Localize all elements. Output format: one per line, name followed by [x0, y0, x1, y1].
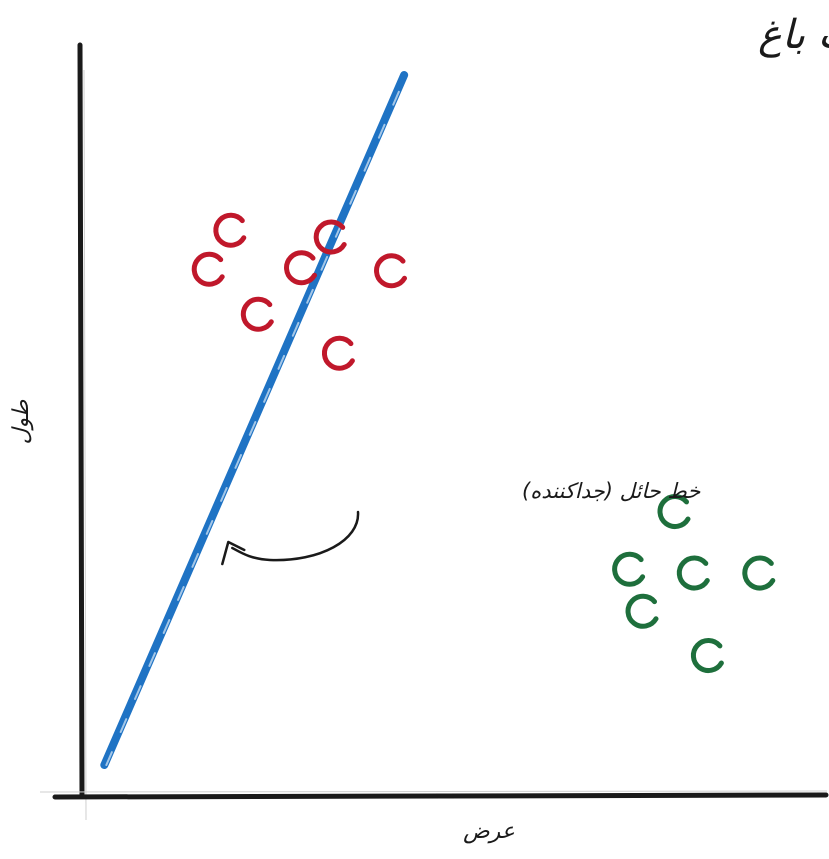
- chart-title: طول و عرض حشرات باغ: [758, 12, 829, 58]
- scatter-point: [240, 296, 274, 332]
- scatter-point: [321, 335, 355, 371]
- scatter-point: [742, 555, 776, 591]
- scatter-point: [284, 250, 317, 286]
- scatter-point: [657, 494, 691, 530]
- annotation-arrowhead: [221, 540, 246, 566]
- scatter-point: [676, 555, 710, 591]
- annotation-label: خط حائل (جداکننده): [522, 479, 701, 503]
- separator-line-texture: [105, 74, 408, 766]
- x-axis-label: عرض: [463, 819, 515, 844]
- y-axis-label: طول: [9, 399, 34, 444]
- x-axis-line: [52, 792, 829, 800]
- axes: [39, 42, 829, 821]
- scatter-point: [612, 551, 646, 587]
- scatter-point: [374, 253, 407, 289]
- scatter-point: [313, 219, 347, 255]
- separator-line-layer: [100, 71, 409, 769]
- scatter-point: [213, 212, 247, 248]
- scatter-point: [191, 251, 225, 287]
- scatter-point: [690, 638, 724, 674]
- x-axis-line-sketch: [39, 790, 828, 793]
- annotation-layer: خط حائل (جداکننده): [221, 479, 701, 566]
- annotation-arrow: [231, 510, 360, 562]
- scatter-point: [625, 593, 659, 629]
- separator-line: [100, 71, 409, 769]
- y-axis-line: [77, 42, 85, 798]
- scatter-points-layer: [191, 212, 776, 674]
- y-axis-line-sketch: [83, 69, 87, 821]
